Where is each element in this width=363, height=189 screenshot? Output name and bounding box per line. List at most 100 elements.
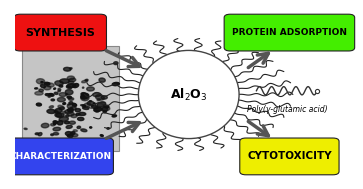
Ellipse shape bbox=[53, 123, 56, 125]
Text: CYTOTOXICITY: CYTOTOXICITY bbox=[247, 151, 332, 161]
Ellipse shape bbox=[93, 93, 101, 97]
Ellipse shape bbox=[72, 103, 77, 106]
Ellipse shape bbox=[100, 135, 103, 136]
Text: SYNTHESIS: SYNTHESIS bbox=[25, 28, 95, 38]
Ellipse shape bbox=[51, 134, 53, 136]
Ellipse shape bbox=[53, 132, 59, 135]
Ellipse shape bbox=[56, 113, 64, 117]
Ellipse shape bbox=[58, 90, 60, 92]
Ellipse shape bbox=[65, 90, 73, 95]
Ellipse shape bbox=[84, 103, 91, 107]
Ellipse shape bbox=[103, 111, 106, 113]
Ellipse shape bbox=[54, 111, 58, 113]
Ellipse shape bbox=[85, 79, 88, 81]
Ellipse shape bbox=[49, 106, 53, 108]
Ellipse shape bbox=[71, 114, 77, 118]
Ellipse shape bbox=[81, 105, 84, 106]
Ellipse shape bbox=[35, 91, 43, 95]
Ellipse shape bbox=[82, 93, 85, 94]
Ellipse shape bbox=[36, 103, 41, 106]
Ellipse shape bbox=[91, 146, 95, 148]
Ellipse shape bbox=[97, 98, 100, 101]
Ellipse shape bbox=[54, 92, 58, 94]
Ellipse shape bbox=[36, 79, 45, 84]
FancyBboxPatch shape bbox=[14, 14, 106, 51]
Ellipse shape bbox=[94, 103, 95, 104]
Text: Al$_2$O$_3$: Al$_2$O$_3$ bbox=[170, 86, 208, 103]
Ellipse shape bbox=[69, 98, 74, 100]
Ellipse shape bbox=[70, 107, 76, 110]
Ellipse shape bbox=[65, 121, 69, 124]
Ellipse shape bbox=[51, 99, 54, 101]
Ellipse shape bbox=[112, 115, 117, 117]
Ellipse shape bbox=[67, 96, 72, 98]
Ellipse shape bbox=[73, 130, 77, 132]
Ellipse shape bbox=[50, 123, 55, 126]
Ellipse shape bbox=[58, 88, 61, 91]
Ellipse shape bbox=[59, 107, 65, 110]
Ellipse shape bbox=[39, 89, 44, 92]
Ellipse shape bbox=[59, 85, 63, 87]
Ellipse shape bbox=[67, 84, 76, 88]
Ellipse shape bbox=[48, 96, 50, 97]
Ellipse shape bbox=[75, 108, 81, 112]
Ellipse shape bbox=[90, 127, 92, 128]
Ellipse shape bbox=[66, 115, 69, 117]
Ellipse shape bbox=[55, 108, 62, 112]
Ellipse shape bbox=[82, 107, 89, 109]
Ellipse shape bbox=[41, 84, 45, 88]
Ellipse shape bbox=[81, 129, 87, 132]
FancyBboxPatch shape bbox=[224, 14, 355, 51]
Ellipse shape bbox=[35, 133, 39, 135]
Ellipse shape bbox=[91, 105, 98, 109]
Ellipse shape bbox=[67, 112, 74, 116]
Text: PROTEIN ADSORPTION: PROTEIN ADSORPTION bbox=[232, 28, 347, 37]
Ellipse shape bbox=[67, 104, 70, 105]
Ellipse shape bbox=[68, 135, 73, 138]
Text: Poly(γ-glutamic acid): Poly(γ-glutamic acid) bbox=[247, 105, 328, 114]
Ellipse shape bbox=[67, 76, 74, 80]
Ellipse shape bbox=[82, 105, 86, 107]
Ellipse shape bbox=[46, 83, 54, 87]
Ellipse shape bbox=[89, 101, 91, 102]
Ellipse shape bbox=[69, 102, 73, 104]
FancyBboxPatch shape bbox=[240, 138, 339, 175]
FancyBboxPatch shape bbox=[22, 46, 119, 151]
Ellipse shape bbox=[82, 97, 85, 99]
Ellipse shape bbox=[41, 123, 49, 128]
Ellipse shape bbox=[49, 94, 54, 96]
Text: CHARACTERIZATION: CHARACTERIZATION bbox=[9, 152, 111, 161]
Ellipse shape bbox=[79, 112, 86, 115]
Ellipse shape bbox=[63, 103, 66, 105]
Ellipse shape bbox=[78, 117, 84, 121]
Ellipse shape bbox=[102, 107, 108, 111]
Ellipse shape bbox=[45, 94, 50, 96]
Text: 100nm: 100nm bbox=[29, 144, 44, 148]
Ellipse shape bbox=[24, 128, 27, 129]
Ellipse shape bbox=[73, 84, 79, 88]
Ellipse shape bbox=[54, 88, 56, 89]
Ellipse shape bbox=[63, 111, 66, 114]
Ellipse shape bbox=[59, 93, 66, 97]
FancyBboxPatch shape bbox=[7, 138, 113, 175]
Ellipse shape bbox=[97, 102, 106, 107]
Ellipse shape bbox=[101, 107, 110, 111]
Ellipse shape bbox=[69, 78, 76, 82]
Ellipse shape bbox=[107, 128, 109, 129]
Ellipse shape bbox=[38, 133, 42, 136]
Ellipse shape bbox=[70, 132, 75, 135]
Ellipse shape bbox=[68, 81, 74, 84]
Ellipse shape bbox=[55, 81, 63, 86]
Ellipse shape bbox=[72, 134, 78, 137]
Ellipse shape bbox=[44, 86, 51, 90]
Ellipse shape bbox=[69, 68, 72, 69]
Ellipse shape bbox=[81, 93, 89, 99]
Ellipse shape bbox=[68, 108, 73, 112]
Ellipse shape bbox=[44, 82, 50, 85]
Ellipse shape bbox=[82, 80, 87, 83]
Ellipse shape bbox=[99, 78, 105, 82]
Ellipse shape bbox=[68, 108, 73, 111]
Ellipse shape bbox=[57, 121, 63, 125]
Ellipse shape bbox=[87, 87, 94, 91]
Ellipse shape bbox=[104, 105, 109, 108]
